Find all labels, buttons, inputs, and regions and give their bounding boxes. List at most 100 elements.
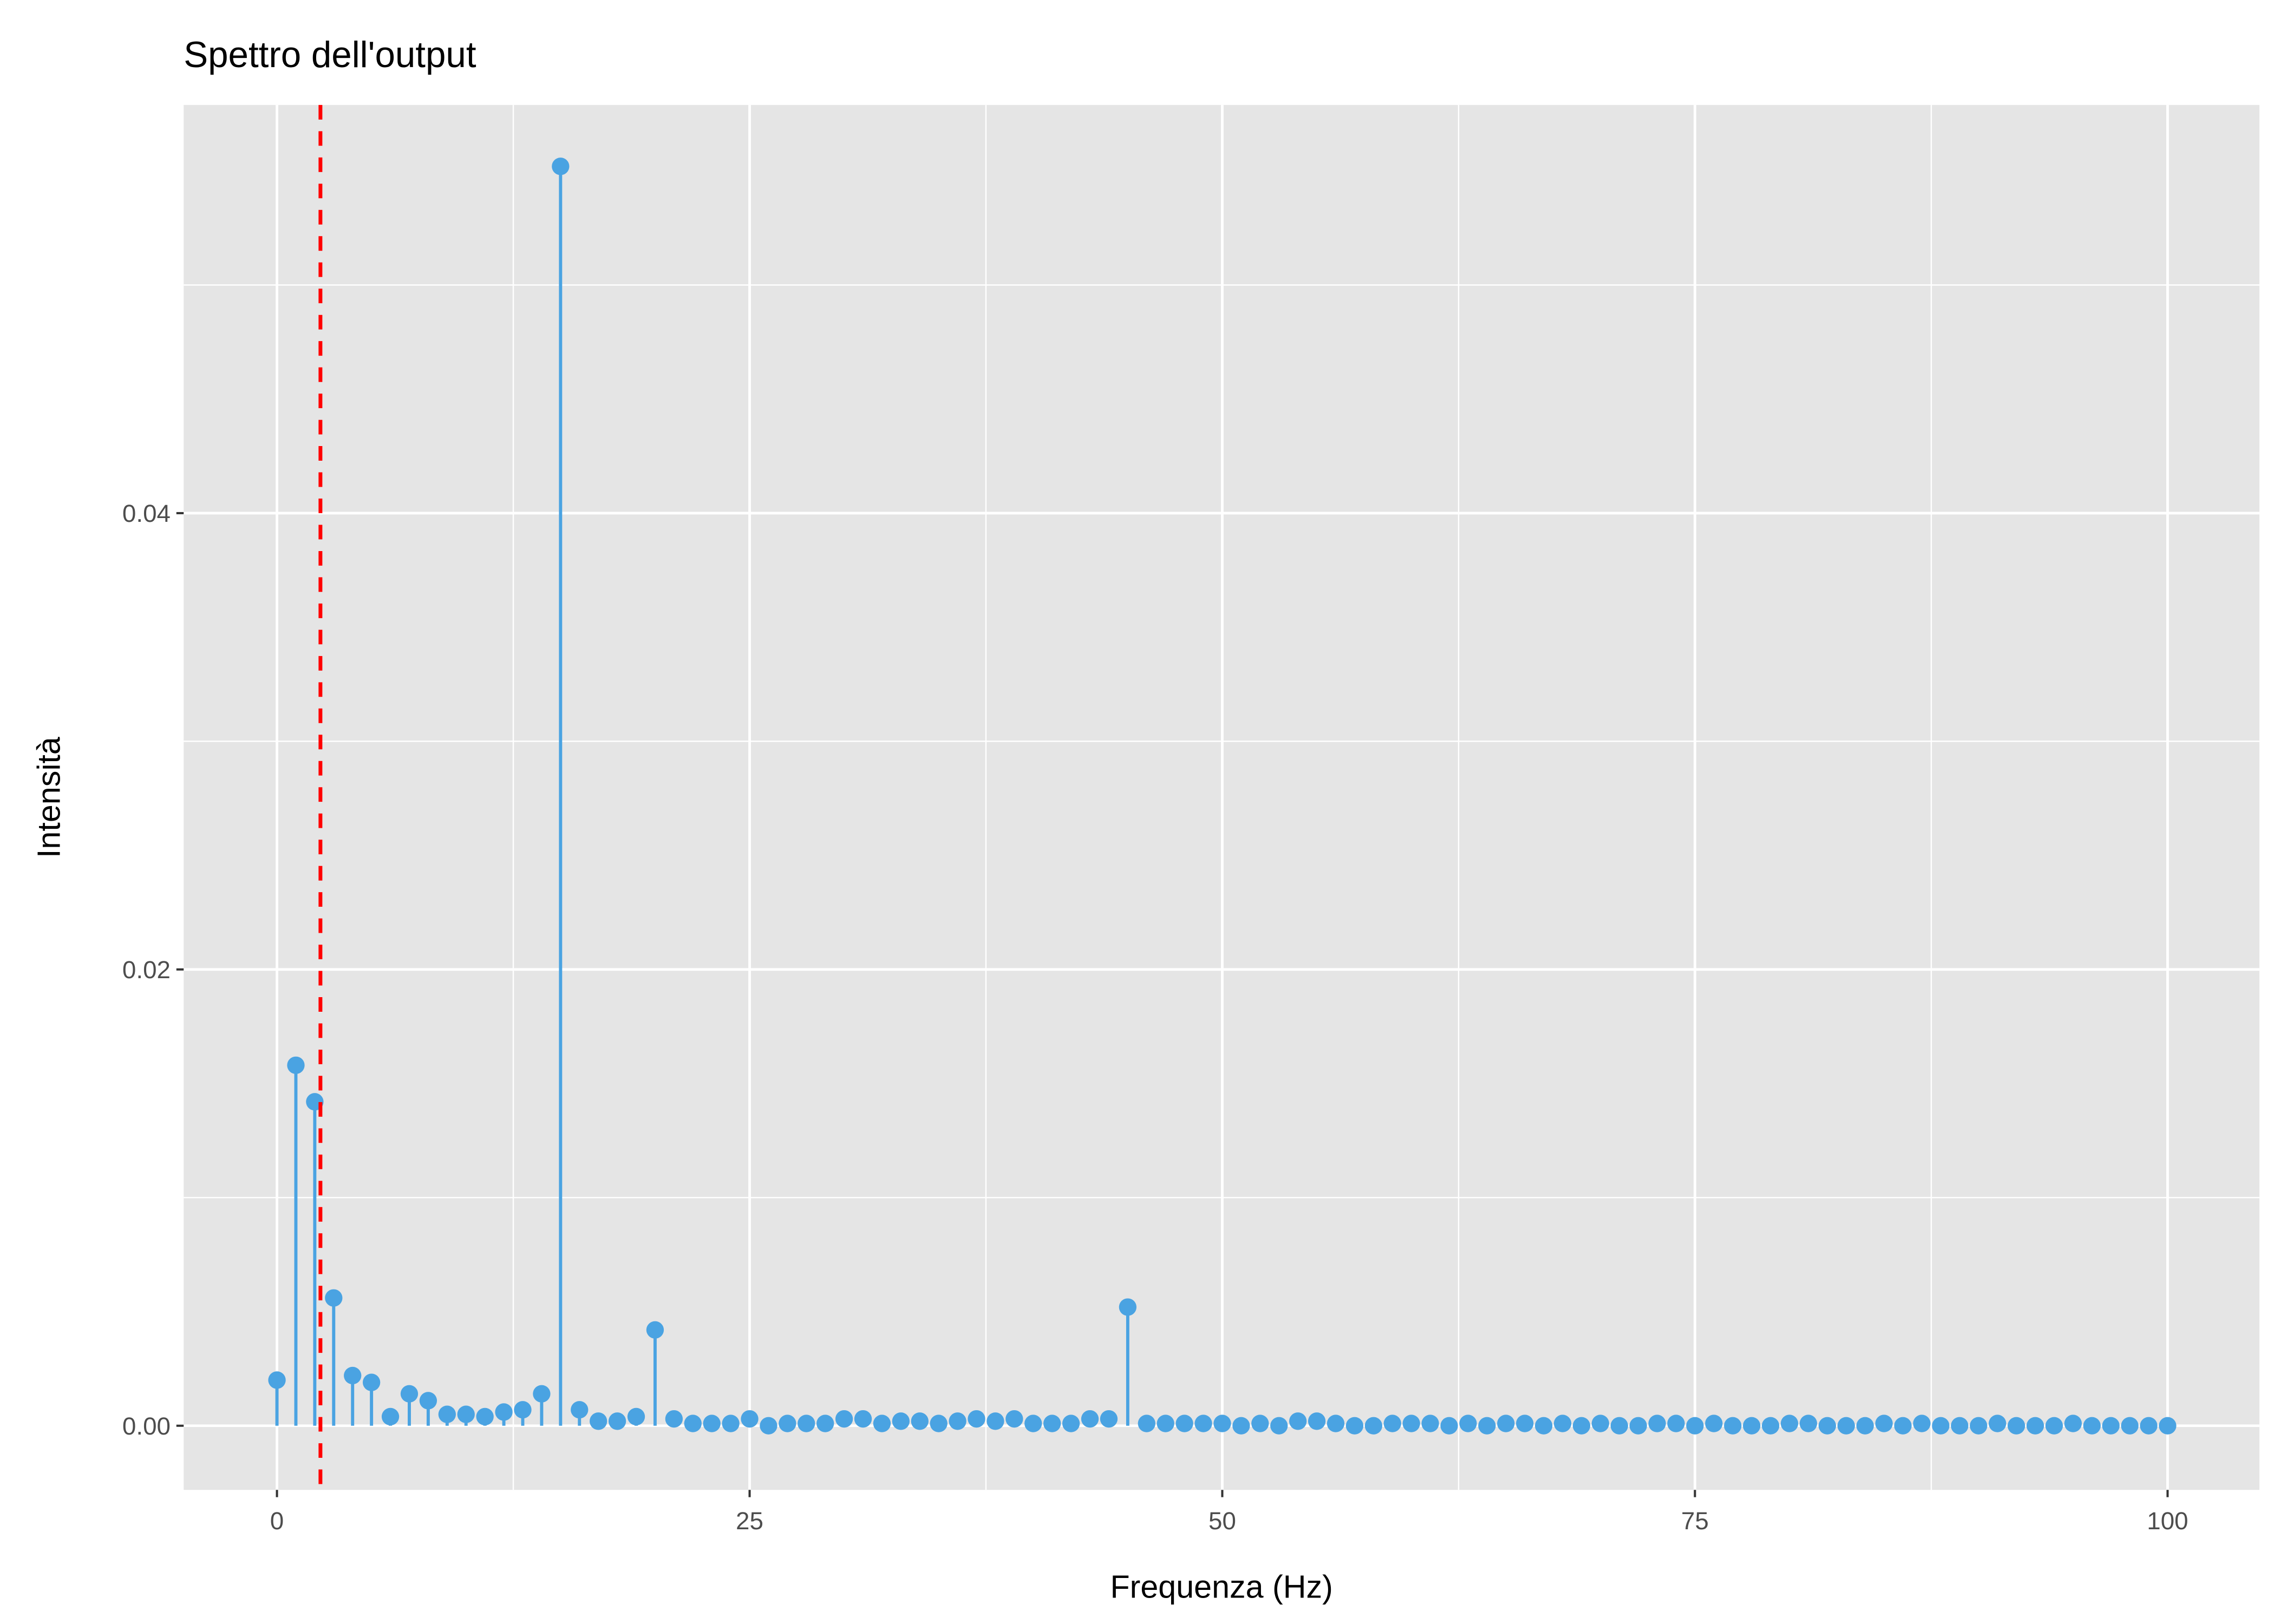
- data-point: [514, 1401, 532, 1419]
- data-point: [1005, 1410, 1023, 1428]
- data-point: [986, 1412, 1004, 1430]
- data-point: [1270, 1417, 1288, 1435]
- data-point: [1913, 1415, 1931, 1432]
- data-point: [1478, 1417, 1496, 1435]
- data-point: [627, 1407, 645, 1426]
- data-point: [854, 1410, 872, 1428]
- data-point: [1894, 1417, 1912, 1435]
- x-axis: 0 25 50 75 100: [270, 1490, 2188, 1535]
- data-point: [457, 1405, 475, 1423]
- data-point: [1156, 1415, 1174, 1432]
- data-point: [798, 1415, 815, 1432]
- data-point: [1724, 1417, 1742, 1435]
- data-point: [2007, 1417, 2025, 1435]
- data-point: [1989, 1415, 2007, 1432]
- data-point: [760, 1417, 777, 1435]
- data-point: [476, 1407, 494, 1426]
- data-point: [1497, 1415, 1515, 1432]
- data-point: [1837, 1417, 1855, 1435]
- data-marks: [268, 158, 2177, 1435]
- data-point: [1062, 1415, 1080, 1432]
- x-tick-label: 25: [736, 1507, 763, 1535]
- data-point: [1780, 1415, 1799, 1432]
- data-point: [1591, 1415, 1610, 1432]
- data-point: [816, 1415, 834, 1432]
- data-point: [381, 1407, 400, 1426]
- y-tick-label: 0.00: [122, 1412, 171, 1440]
- data-point: [1799, 1415, 1818, 1432]
- data-point: [1232, 1417, 1250, 1435]
- data-point: [2102, 1417, 2120, 1435]
- data-point: [1100, 1410, 1118, 1428]
- data-point: [1327, 1415, 1345, 1432]
- data-point: [1762, 1417, 1780, 1435]
- chart-title: Spettro dell'output: [184, 35, 476, 75]
- x-tick-label: 0: [270, 1507, 284, 1535]
- data-point: [362, 1373, 381, 1391]
- data-point: [1629, 1417, 1647, 1435]
- data-point: [287, 1056, 305, 1075]
- data-point: [608, 1412, 626, 1430]
- data-point: [779, 1415, 796, 1432]
- data-point: [1440, 1417, 1458, 1435]
- y-tick-label: 0.04: [122, 500, 171, 527]
- data-point: [2121, 1417, 2139, 1435]
- grid: [184, 104, 2260, 1490]
- data-point: [2159, 1417, 2177, 1435]
- data-point: [1308, 1412, 1326, 1430]
- data-point: [1572, 1417, 1591, 1435]
- data-point: [1081, 1410, 1099, 1428]
- data-point: [873, 1415, 891, 1432]
- data-point: [1194, 1415, 1212, 1432]
- data-point: [1516, 1415, 1534, 1432]
- data-point: [2083, 1417, 2101, 1435]
- data-point: [1610, 1417, 1628, 1435]
- data-point: [1043, 1415, 1061, 1432]
- data-point: [911, 1412, 929, 1430]
- data-point: [1421, 1415, 1439, 1432]
- data-point: [571, 1401, 589, 1419]
- data-point: [344, 1366, 362, 1385]
- data-point: [1289, 1412, 1307, 1430]
- data-point: [1705, 1415, 1723, 1432]
- data-point: [1364, 1417, 1383, 1435]
- data-point: [590, 1412, 607, 1430]
- data-point: [1932, 1417, 1950, 1435]
- data-point: [2064, 1415, 2082, 1432]
- data-point: [1951, 1417, 1969, 1435]
- x-tick-label: 75: [1681, 1507, 1709, 1535]
- data-point: [1743, 1417, 1761, 1435]
- data-point: [722, 1415, 740, 1432]
- data-point: [495, 1403, 513, 1421]
- data-point: [1251, 1415, 1269, 1432]
- x-axis-label: Frequenza (Hz): [1110, 1569, 1332, 1605]
- data-point: [930, 1415, 948, 1432]
- data-point: [1383, 1415, 1401, 1432]
- data-point: [1856, 1417, 1874, 1435]
- y-axis: 0.00 0.02 0.04: [122, 500, 184, 1440]
- data-point: [949, 1412, 966, 1430]
- data-point: [1970, 1417, 1988, 1435]
- data-point: [533, 1385, 551, 1403]
- data-point: [1686, 1417, 1704, 1435]
- data-point: [2140, 1417, 2158, 1435]
- data-point: [741, 1410, 759, 1428]
- data-point: [835, 1410, 853, 1428]
- data-point: [968, 1410, 985, 1428]
- data-point: [1213, 1415, 1231, 1432]
- data-point: [646, 1321, 664, 1339]
- data-point: [325, 1289, 343, 1307]
- data-point: [1024, 1415, 1042, 1432]
- data-point: [684, 1415, 702, 1432]
- data-point: [1534, 1417, 1553, 1435]
- data-point: [665, 1410, 683, 1428]
- data-point: [1138, 1415, 1155, 1432]
- data-point: [1119, 1298, 1137, 1316]
- data-point: [1667, 1415, 1685, 1432]
- data-point: [400, 1385, 419, 1403]
- data-point: [1459, 1415, 1477, 1432]
- data-point: [892, 1412, 910, 1430]
- data-point: [419, 1392, 437, 1410]
- data-point: [1875, 1415, 1893, 1432]
